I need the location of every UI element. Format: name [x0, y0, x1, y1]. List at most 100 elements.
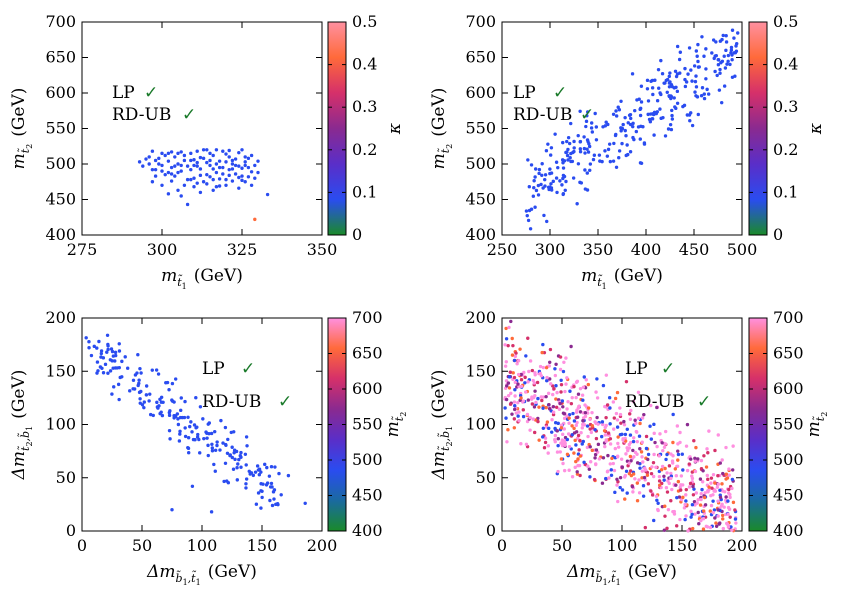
data-point [678, 517, 682, 522]
y-tick-label: 0 [66, 521, 76, 540]
data-point [685, 468, 690, 473]
data-point [95, 360, 100, 364]
data-point [219, 418, 223, 423]
data-point [618, 485, 622, 490]
data-point [655, 444, 659, 449]
data-point [608, 406, 612, 410]
data-point [247, 469, 251, 473]
data-point [223, 461, 228, 465]
data-point [554, 176, 559, 180]
data-point [618, 406, 622, 410]
data-point [681, 468, 685, 472]
data-point [537, 171, 541, 176]
data-point [504, 337, 509, 341]
data-point [716, 508, 720, 512]
colorbar-tick-label: 500 [352, 450, 383, 469]
data-point [506, 343, 510, 348]
data-point [640, 469, 645, 473]
data-point [529, 163, 534, 167]
colorbar-gradient [327, 21, 347, 236]
data-point [642, 475, 647, 480]
data-point [195, 149, 199, 153]
data-point [628, 417, 633, 421]
data-point [590, 130, 595, 134]
data-point [567, 412, 572, 417]
data-point [649, 437, 654, 441]
data-point [716, 514, 720, 518]
data-point [572, 149, 576, 154]
data-point [185, 202, 190, 207]
data-point [192, 185, 196, 189]
data-point [253, 163, 257, 168]
data-point [189, 420, 193, 424]
data-point [701, 516, 706, 521]
data-point [507, 325, 511, 330]
data-point [562, 174, 567, 179]
data-point [173, 174, 177, 178]
data-point [106, 347, 110, 352]
data-point [663, 442, 668, 446]
data-point [679, 474, 684, 478]
data-point [616, 105, 620, 109]
data-point [688, 481, 693, 486]
data-point [583, 168, 587, 172]
data-point [705, 447, 709, 451]
data-point [249, 183, 254, 187]
data-point [245, 444, 249, 448]
data-point [606, 122, 610, 127]
data-point [570, 475, 575, 479]
data-point [257, 473, 262, 477]
data-point [268, 485, 273, 489]
data-point [644, 434, 649, 439]
data-point [192, 163, 196, 168]
data-point [721, 526, 726, 531]
panel-bottom-right: 0 50 100 150 200 0 50 100 150 200 Δmb̃1,t̃1(GeV) Δm… [429, 308, 829, 587]
data-point [191, 437, 196, 442]
data-point [663, 466, 667, 471]
data-point [108, 358, 113, 362]
data-point [662, 528, 667, 532]
data-point [650, 86, 655, 90]
x-axis-label: mt̃1(GeV) [581, 266, 663, 291]
data-point [593, 420, 597, 424]
data-point [628, 412, 632, 416]
data-point [533, 389, 537, 393]
data-point [556, 165, 560, 170]
data-point [232, 430, 236, 434]
data-point [108, 369, 113, 373]
data-point [624, 452, 628, 456]
data-point [552, 387, 556, 391]
data-point [551, 410, 556, 414]
data-point [277, 471, 281, 476]
data-point [272, 497, 276, 501]
scatter-points [137, 148, 270, 222]
data-point [158, 397, 162, 402]
data-point [583, 403, 587, 407]
data-point [273, 465, 277, 469]
data-point [674, 85, 678, 89]
data-point [694, 49, 699, 53]
rdub-label: RD-UB [202, 392, 261, 412]
data-point [706, 477, 710, 482]
data-point [243, 180, 247, 184]
data-point [554, 405, 559, 409]
data-point [645, 473, 650, 477]
y-tick-label: 500 [45, 154, 76, 173]
data-point [169, 165, 174, 170]
data-point [513, 354, 518, 359]
data-point [99, 351, 104, 356]
y-axis-label: Δmt̃2,b̃1(GeV) [429, 370, 454, 481]
data-point [611, 159, 616, 163]
data-point [138, 401, 142, 405]
data-point [225, 451, 230, 455]
data-point [566, 158, 570, 162]
data-point [177, 439, 182, 443]
data-point [675, 495, 679, 500]
data-point [503, 364, 508, 368]
data-point [696, 510, 700, 515]
data-point [650, 465, 654, 469]
data-point [595, 377, 599, 381]
data-point [702, 96, 707, 101]
data-point [635, 499, 640, 503]
